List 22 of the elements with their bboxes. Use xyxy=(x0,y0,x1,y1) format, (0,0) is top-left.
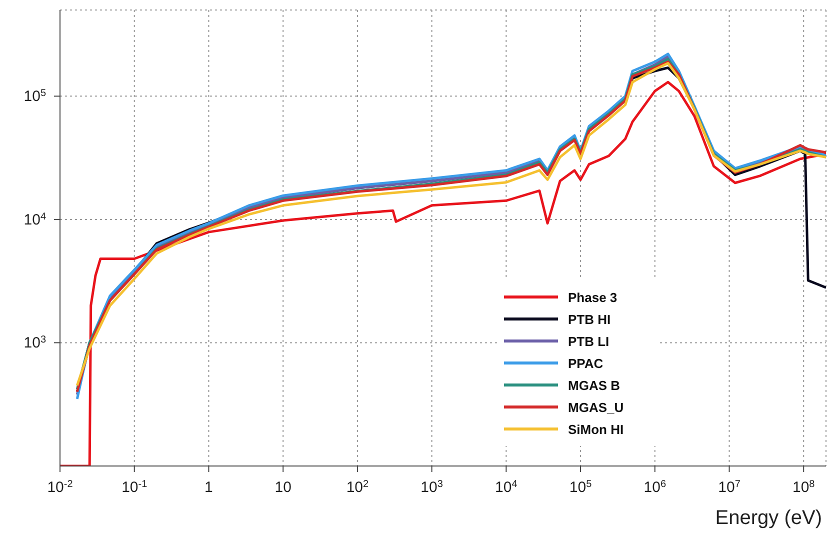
legend-label: MGAS B xyxy=(568,378,620,392)
y-tick-label: 10$^{4}$ xyxy=(24,210,46,228)
x-tick-label: 10$^{3}$ xyxy=(420,478,444,496)
x-tick-label: 10$^{-1}$ xyxy=(122,478,148,496)
legend-label: PPAC xyxy=(568,356,604,370)
x-tick-label: 10$^{6}$ xyxy=(644,478,666,496)
x-tick-label: 10$^{4}$ xyxy=(495,478,518,496)
legend-label: PTB LI xyxy=(568,334,610,348)
x-tick-label: 10$^{-2}$ xyxy=(47,478,74,496)
legend-label: SiMon HI xyxy=(568,422,624,436)
legend-label: Phase 3 xyxy=(568,290,618,304)
legend-label: MGAS_U xyxy=(568,400,624,414)
legend-label: PTB HI xyxy=(568,312,611,326)
x-tick-label: 10 xyxy=(274,479,292,496)
x-tick-label: 1 xyxy=(204,479,213,496)
x-axis-title: Energy (eV) xyxy=(715,507,822,529)
x-tick-label: 10$^{5}$ xyxy=(569,478,592,496)
x-tick-label: 10$^{7}$ xyxy=(718,478,741,496)
y-tick-label: 10$^{5}$ xyxy=(24,88,46,106)
y-tick-label: 10$^{3}$ xyxy=(24,334,46,352)
x-tick-label: 10$^{2}$ xyxy=(346,478,370,496)
x-tick-label: 10$^{8}$ xyxy=(792,478,816,496)
